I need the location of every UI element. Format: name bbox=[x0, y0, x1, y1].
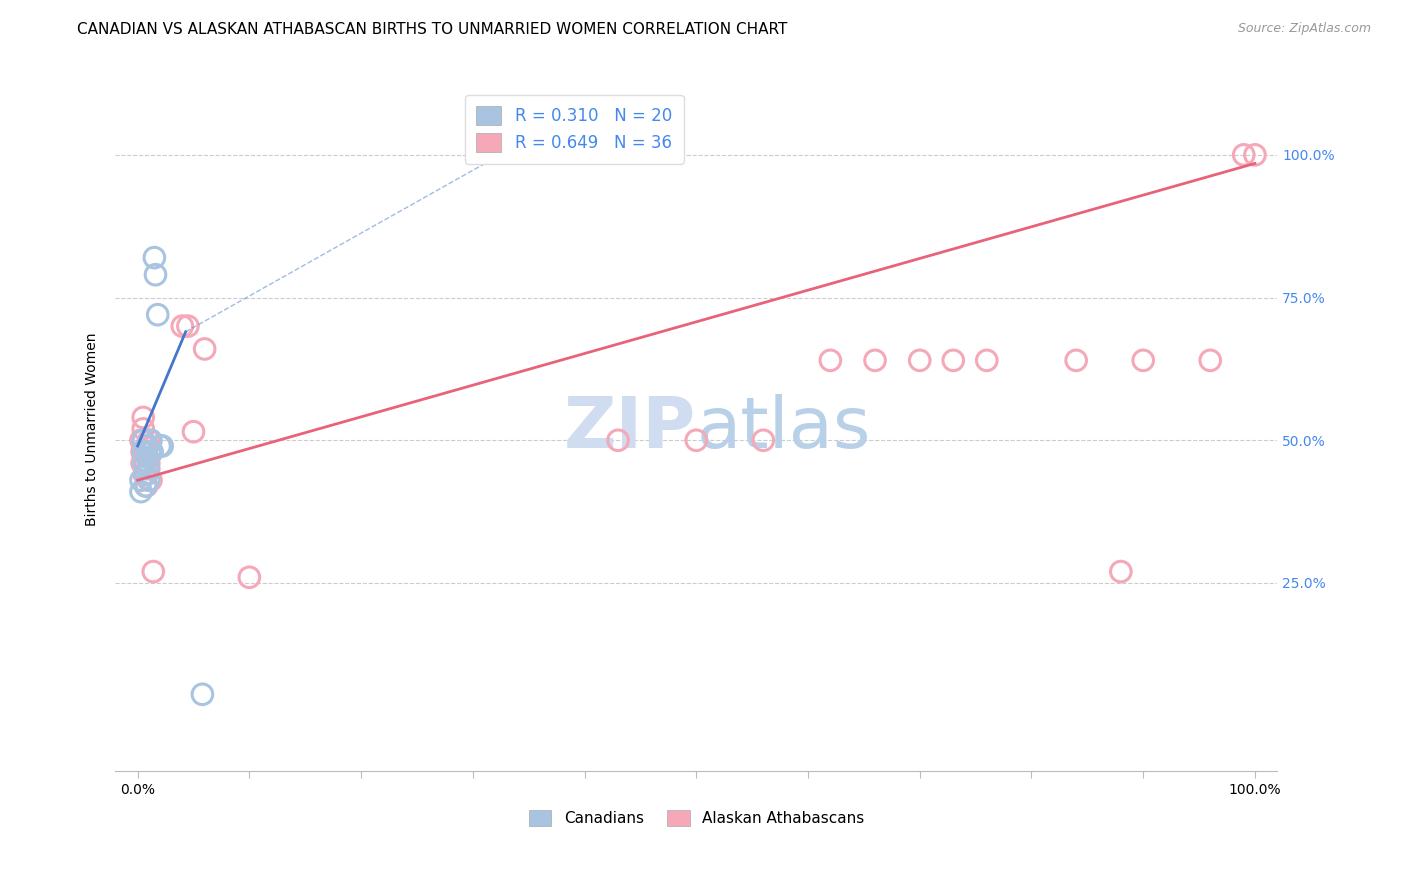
Point bbox=[134, 479, 156, 493]
Point bbox=[129, 473, 152, 487]
Point bbox=[138, 473, 160, 487]
Text: CANADIAN VS ALASKAN ATHABASCAN BIRTHS TO UNMARRIED WOMEN CORRELATION CHART: CANADIAN VS ALASKAN ATHABASCAN BIRTHS TO… bbox=[77, 22, 787, 37]
Point bbox=[132, 444, 155, 458]
Point bbox=[139, 473, 162, 487]
Text: atlas: atlas bbox=[696, 394, 870, 463]
Point bbox=[1109, 565, 1132, 579]
Point bbox=[145, 268, 167, 282]
Point bbox=[134, 456, 156, 470]
Point bbox=[134, 456, 156, 470]
Point bbox=[191, 687, 214, 701]
Text: ZIP: ZIP bbox=[564, 394, 696, 463]
Point bbox=[1064, 353, 1087, 368]
Y-axis label: Births to Unmarried Women: Births to Unmarried Women bbox=[86, 332, 100, 525]
Point bbox=[129, 484, 152, 499]
Point bbox=[135, 479, 157, 493]
Point bbox=[146, 308, 169, 322]
Point bbox=[1244, 148, 1267, 162]
Point bbox=[134, 456, 156, 470]
Point bbox=[136, 450, 159, 465]
Point bbox=[132, 410, 155, 425]
Point bbox=[134, 444, 156, 458]
Point bbox=[135, 439, 157, 453]
Point bbox=[908, 353, 931, 368]
Legend: Canadians, Alaskan Athabascans: Canadians, Alaskan Athabascans bbox=[523, 804, 870, 832]
Point bbox=[143, 251, 166, 265]
Point bbox=[132, 422, 155, 436]
Point bbox=[1199, 353, 1222, 368]
Point bbox=[134, 467, 156, 482]
Point bbox=[1132, 353, 1154, 368]
Point bbox=[194, 342, 217, 356]
Point bbox=[131, 456, 153, 470]
Point bbox=[129, 434, 152, 448]
Point bbox=[134, 467, 156, 482]
Point bbox=[238, 570, 260, 584]
Point bbox=[142, 565, 165, 579]
Point bbox=[752, 434, 775, 448]
Point bbox=[863, 353, 886, 368]
Point bbox=[172, 319, 194, 334]
Point bbox=[149, 439, 172, 453]
Point bbox=[131, 444, 153, 458]
Point bbox=[942, 353, 965, 368]
Point bbox=[141, 444, 163, 458]
Point bbox=[150, 439, 173, 453]
Point bbox=[139, 434, 162, 448]
Point bbox=[132, 434, 155, 448]
Point bbox=[139, 444, 162, 458]
Point bbox=[136, 439, 159, 453]
Point bbox=[138, 456, 160, 470]
Point bbox=[1233, 148, 1256, 162]
Point bbox=[135, 467, 157, 482]
Text: Source: ZipAtlas.com: Source: ZipAtlas.com bbox=[1237, 22, 1371, 36]
Point bbox=[820, 353, 842, 368]
Point bbox=[607, 434, 630, 448]
Point bbox=[132, 434, 155, 448]
Point bbox=[976, 353, 998, 368]
Point bbox=[183, 425, 205, 439]
Point bbox=[685, 434, 707, 448]
Point bbox=[177, 319, 200, 334]
Point bbox=[138, 434, 160, 448]
Point bbox=[138, 462, 160, 476]
